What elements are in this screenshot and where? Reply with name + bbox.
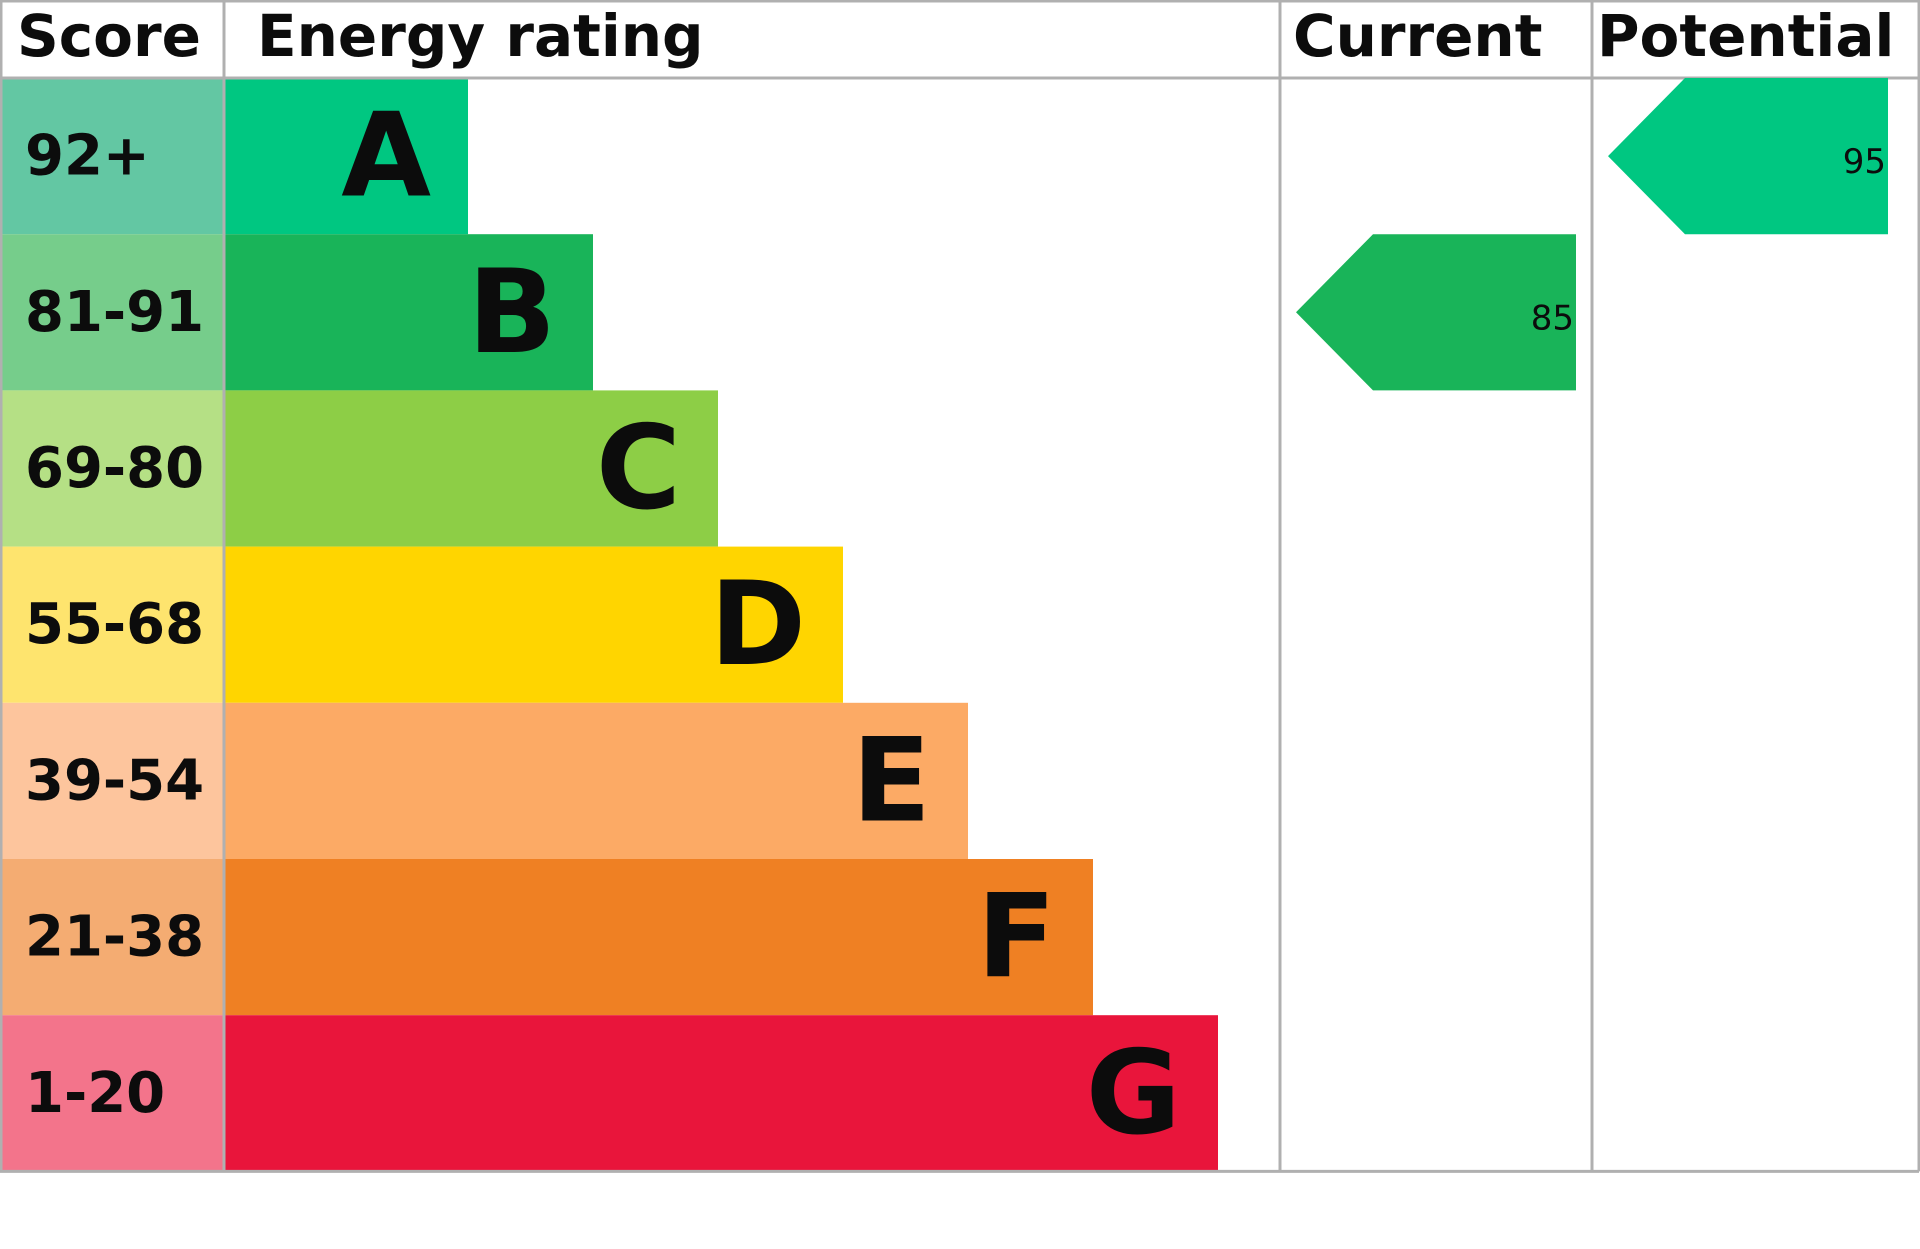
- score-cell: [0, 390, 224, 547]
- score-cell: [0, 859, 224, 1016]
- score-cell: [0, 234, 224, 391]
- potential-value: 95: [1843, 142, 1886, 182]
- band-letter: E: [852, 713, 931, 848]
- score-label: 92+: [25, 124, 150, 189]
- band-letter: G: [1086, 1026, 1181, 1161]
- score-cell: [0, 546, 224, 703]
- score-cell: [0, 78, 224, 235]
- score-label: 1-20: [25, 1061, 165, 1126]
- rating-bar: [224, 546, 843, 703]
- band-letter: D: [710, 557, 806, 692]
- score-label: 39-54: [25, 748, 204, 813]
- current-header: Current: [1293, 2, 1542, 70]
- band-letter: C: [596, 401, 681, 536]
- band-letter: F: [977, 870, 1056, 1005]
- score-label: 21-38: [25, 905, 204, 970]
- score-header: Score: [17, 2, 201, 70]
- score-label: 69-80: [25, 436, 204, 501]
- rating-bar: [224, 78, 468, 235]
- energy-rating-header: Energy rating: [257, 2, 704, 70]
- score-label: 81-91: [25, 280, 204, 345]
- rating-bar: [224, 390, 718, 547]
- score-cell: [0, 1015, 224, 1172]
- rating-bar: [224, 859, 1093, 1016]
- rating-bar: [224, 1015, 1218, 1172]
- band-letter: A: [341, 89, 431, 224]
- current-value: 85: [1531, 298, 1574, 338]
- potential-arrow: [1608, 78, 1888, 235]
- current-arrow: [1296, 234, 1576, 391]
- score-label: 55-68: [25, 592, 204, 657]
- rating-bar: [224, 702, 968, 859]
- band-letter: B: [468, 245, 556, 380]
- score-cell: [0, 702, 224, 859]
- potential-header: Potential: [1597, 2, 1894, 70]
- rating-bar: [224, 234, 593, 391]
